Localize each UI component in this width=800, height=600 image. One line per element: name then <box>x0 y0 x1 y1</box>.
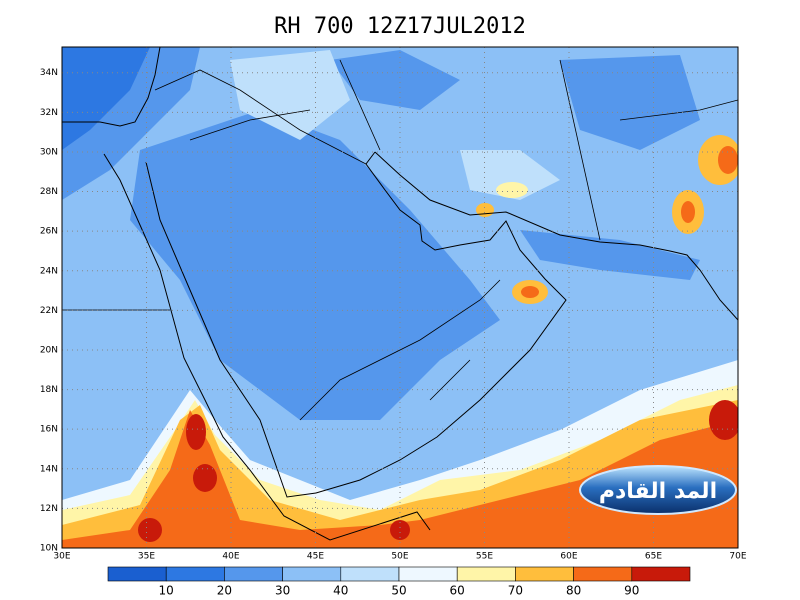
y-tick-label: 18N <box>40 385 58 395</box>
colorbar-bin <box>631 566 691 582</box>
colorbar-bin <box>165 566 225 582</box>
field-area <box>186 414 206 450</box>
colorbar-label: 30 <box>275 584 290 598</box>
colorbar-label: 80 <box>566 584 581 598</box>
field-area <box>193 464 217 492</box>
coastline <box>374 151 738 321</box>
tick-labels: 30E 35E 40E 45E 50E 55E 60E 65E 70E 10N 12N 14N 16N 1… <box>40 68 747 561</box>
field-area <box>681 201 695 223</box>
y-tick-label: 16N <box>40 425 58 435</box>
y-tick-label: 32N <box>40 108 58 118</box>
colorbar-bin <box>398 566 458 582</box>
colorbar-bin <box>107 566 167 582</box>
field-area <box>476 203 494 217</box>
map-frame <box>61 46 739 549</box>
colorbar-bin <box>515 566 574 582</box>
field-area <box>709 400 738 440</box>
title: RH 700 12Z17JUL2012 <box>274 14 526 39</box>
coastline <box>145 151 567 498</box>
field-area <box>130 110 500 420</box>
field-area <box>138 518 162 542</box>
border <box>62 59 738 421</box>
colorbar-label: 40 <box>333 584 348 598</box>
field-area <box>718 146 738 174</box>
x-tick-label: 65E <box>645 552 662 562</box>
coastline <box>62 47 161 127</box>
field-area <box>62 410 738 548</box>
x-tick-label: 50E <box>391 552 408 562</box>
field-area <box>520 230 700 280</box>
x-tick-label: 55E <box>476 552 493 562</box>
logo-text: المد القادم <box>599 479 717 504</box>
y-tick-label: 20N <box>40 345 58 355</box>
x-tick-label: 60E <box>560 552 577 562</box>
colorbar-bin <box>456 566 516 582</box>
x-tick-label: 30E <box>53 552 70 562</box>
colorbar-bin <box>340 566 400 582</box>
y-tick-label: 26N <box>40 227 58 237</box>
colorbar-bin <box>573 566 633 582</box>
coastline <box>103 153 431 541</box>
field-area <box>521 286 539 298</box>
field-area <box>390 520 410 540</box>
field-area <box>560 55 700 150</box>
colorbar-label: 10 <box>159 584 174 598</box>
logo: المد القادم <box>579 465 737 515</box>
logo-badge <box>579 465 737 515</box>
field-area <box>230 50 350 140</box>
x-tick-label: 35E <box>138 552 155 562</box>
y-tick-label: 22N <box>40 306 58 316</box>
colorbar-label: 20 <box>217 584 232 598</box>
colorbar: 10 20 30 40 50 60 70 80 90 <box>107 566 691 598</box>
x-tick-label: 70E <box>729 552 746 562</box>
colorbar-label: 90 <box>624 584 639 598</box>
field-area <box>496 182 528 198</box>
colorbar-label: 50 <box>391 584 406 598</box>
colorbar-label: 70 <box>508 584 523 598</box>
colorbar-bin <box>224 566 283 582</box>
y-tick-label: 24N <box>40 266 58 276</box>
y-tick-label: 30N <box>40 147 58 157</box>
field-area <box>330 50 460 110</box>
y-tick-label: 10N <box>40 544 58 554</box>
y-tick-label: 28N <box>40 187 58 197</box>
x-tick-label: 40E <box>222 552 239 562</box>
y-tick-label: 34N <box>40 68 58 78</box>
y-tick-label: 12N <box>40 504 58 514</box>
colorbar-label: 60 <box>450 584 465 598</box>
y-tick-label: 14N <box>40 464 58 474</box>
x-tick-label: 45E <box>307 552 324 562</box>
colorbar-bin <box>282 566 342 582</box>
